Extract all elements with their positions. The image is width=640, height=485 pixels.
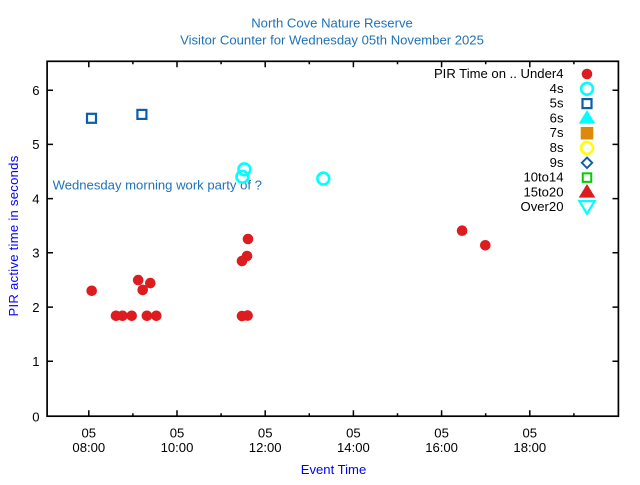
svg-text:08:00: 08:00 [72,440,105,455]
svg-text:10:00: 10:00 [161,440,194,455]
svg-text:10to14: 10to14 [523,170,563,185]
svg-text:16:00: 16:00 [425,440,458,455]
svg-text:6: 6 [32,83,39,98]
svg-text:05: 05 [170,426,185,441]
svg-text:0: 0 [32,410,39,425]
svg-text:05: 05 [523,426,538,441]
svg-text:3: 3 [32,246,39,261]
svg-text:18:00: 18:00 [513,440,546,455]
svg-text:PIR Time on .. Under4: PIR Time on .. Under4 [434,66,564,81]
svg-text:Wednesday morning work party o: Wednesday morning work party of ? [53,177,262,192]
svg-text:PIR active time in seconds: PIR active time in seconds [6,155,21,316]
svg-text:12:00: 12:00 [249,440,282,455]
svg-text:1: 1 [32,354,39,369]
svg-text:2: 2 [32,300,39,315]
svg-text:15to20: 15to20 [523,184,563,199]
svg-text:8s: 8s [550,140,564,155]
svg-text:05: 05 [258,426,273,441]
svg-text:Over20: Over20 [521,199,564,214]
svg-text:6s: 6s [550,110,564,125]
svg-text:4s: 4s [550,81,564,96]
svg-text:5s: 5s [550,96,564,111]
svg-text:05: 05 [82,426,97,441]
svg-text:05: 05 [346,426,361,441]
svg-text:North Cove Nature Reserve: North Cove Nature Reserve [251,16,413,31]
svg-text:Visitor Counter for Wednesday: Visitor Counter for Wednesday 05th Novem… [180,32,484,47]
svg-text:Event Time: Event Time [301,462,367,477]
svg-text:4: 4 [32,191,39,206]
svg-text:05: 05 [434,426,449,441]
svg-text:14:00: 14:00 [337,440,370,455]
svg-text:9s: 9s [550,155,564,170]
svg-text:5: 5 [32,137,39,152]
svg-text:7s: 7s [550,125,564,140]
